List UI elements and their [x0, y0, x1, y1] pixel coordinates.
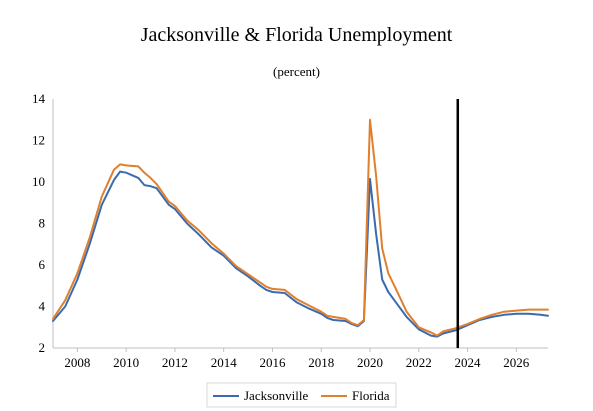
chart-subtitle: (percent)	[273, 64, 320, 79]
y-axis-ticks: 2 4 6 8 10 12 14	[32, 91, 46, 355]
y-tick-label: 14	[32, 91, 46, 106]
y-tick-label: 10	[32, 174, 45, 189]
series-line-jacksonville	[52, 170, 549, 338]
legend-label-jacksonville: Jacksonville	[244, 388, 308, 403]
legend: Jacksonville Florida	[206, 382, 397, 408]
x-axis-ticks: 2008 2010 2012 2014 2016 2018 2020 2022 2024 2026	[64, 348, 530, 370]
x-tick-label: 2020	[357, 355, 383, 370]
legend-label-florida: Florida	[352, 388, 390, 403]
x-tick-label: 2012	[162, 355, 188, 370]
series-layer	[52, 118, 549, 338]
x-tick-label: 2010	[113, 355, 139, 370]
series-line-florida	[52, 118, 549, 337]
x-tick-label: 2016	[259, 355, 286, 370]
x-tick-label: 2022	[406, 355, 432, 370]
y-tick-label: 6	[39, 257, 46, 272]
axes	[52, 99, 548, 349]
x-tick-label: 2024	[455, 355, 482, 370]
x-tick-label: 2018	[308, 355, 334, 370]
y-tick-label: 4	[39, 299, 46, 314]
x-tick-label: 2014	[211, 355, 238, 370]
x-tick-label: 2008	[64, 355, 90, 370]
y-tick-label: 12	[32, 133, 45, 148]
y-tick-label: 8	[39, 216, 46, 231]
y-tick-label: 2	[39, 340, 46, 355]
chart-title: Jacksonville & Florida Unemployment	[140, 24, 453, 46]
x-tick-label: 2026	[503, 355, 530, 370]
